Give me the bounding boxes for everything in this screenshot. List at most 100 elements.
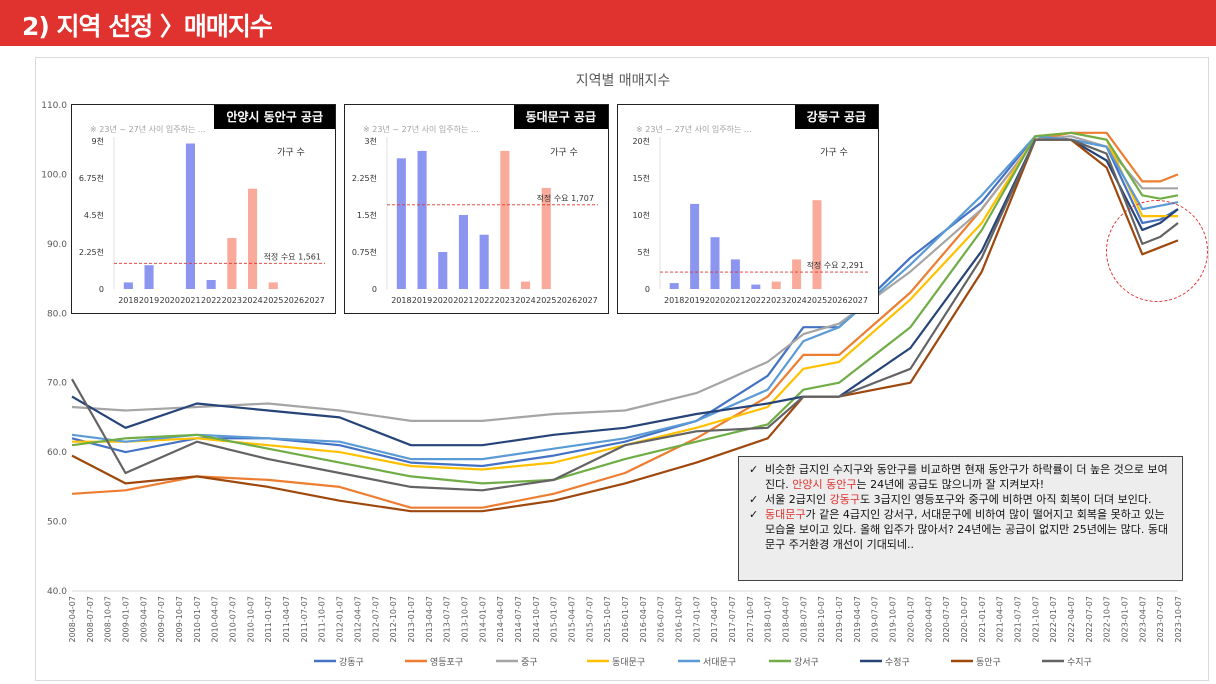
x-tick-label: 2023-07-07 — [1156, 596, 1165, 643]
bar-y-tick-label: 1.5천 — [357, 210, 377, 220]
bar-y-tick-label: 10천 — [632, 210, 650, 220]
series-line-서대문구 — [71, 135, 1179, 461]
y-tick-label: 70.0 — [47, 379, 67, 389]
x-tick-label: 2009-07-07 — [157, 596, 166, 643]
series-line-수정구 — [71, 138, 1179, 447]
x-tick-label: 2020-07-07 — [942, 596, 951, 643]
bar-x-tick-label: 2023 — [495, 296, 515, 305]
x-tick-label: 2021-04-07 — [996, 596, 1005, 643]
bar-x-tick-label: 2022 — [746, 296, 766, 305]
check-icon: ✓ — [749, 463, 759, 476]
bar-x-tick-label: 2025 — [263, 296, 283, 305]
x-tick-label: 2010-04-07 — [211, 596, 220, 643]
bar-2020 — [438, 252, 448, 289]
x-tick-label: 2008-04-07 — [68, 596, 77, 643]
series-line-중구 — [71, 135, 1178, 422]
bar-x-tick-label: 2018 — [664, 296, 684, 305]
bar-x-tick-label: 2027 — [848, 296, 868, 305]
x-tick-label: 2012-10-07 — [389, 596, 398, 643]
bar-x-tick-label: 2026 — [827, 296, 847, 305]
inset-note: ※ 23년 ~ 27년 사이 입주하는 ... — [90, 125, 206, 134]
ref-line-label: 적정 수요 2,291 — [807, 260, 864, 270]
comment-item: ✓ 동대문구가 같은 4급지인 강서구, 서대문구에 비하여 많이 떨어지고 회복… — [749, 507, 1172, 552]
x-tick-label: 2015-04-07 — [567, 596, 576, 643]
bar-y-tick-label: 4.5천 — [84, 210, 104, 220]
x-tick-label: 2016-10-07 — [675, 596, 684, 643]
bar-x-tick-label: 2027 — [577, 296, 597, 305]
x-tick-label: 2010-01-07 — [193, 596, 202, 643]
inset-gangdong-supply: 0 5천 10천 15천 20천 가구 수 2018 2019 2020 2021 2022 2023… — [617, 104, 879, 314]
bar-2024 — [521, 281, 531, 289]
bar-2018 — [123, 282, 133, 289]
x-tick-label: 2012-04-07 — [353, 596, 362, 643]
x-tick-label: 2010-07-07 — [229, 596, 238, 643]
bar-y-tick-label: 6.75천 — [79, 173, 104, 183]
bar-2023 — [500, 150, 510, 289]
bar-2019 — [690, 203, 700, 289]
y-tick-label: 80.0 — [47, 309, 67, 319]
bar-y-tick-label: 2.25천 — [79, 247, 104, 257]
x-tick-label: 2017-10-07 — [746, 596, 755, 643]
comment-text: 비슷한 급지인 수지구와 동안구를 비교하면 현재 동안구가 하락률이 더 높은… — [765, 463, 1168, 491]
series-line-수지구 — [71, 138, 1179, 492]
page-title: 2) 지역 선정 〉매매지수 — [22, 12, 273, 41]
bar-2018 — [396, 158, 406, 289]
bar-x-tick-label: 2027 — [304, 296, 324, 305]
x-tick-label: 2019-04-07 — [853, 596, 862, 643]
bar-x-tick-label: 2023 — [222, 296, 242, 305]
x-tick-label: 2014-07-07 — [514, 596, 523, 643]
x-tick-label: 2013-04-07 — [425, 596, 434, 643]
bar-x-tick-label: 2024 — [515, 296, 535, 305]
bar-2023 — [771, 281, 781, 289]
comment-text: 서울 2급지인 — [765, 493, 830, 506]
bar-2021 — [730, 259, 740, 289]
bar-2024 — [792, 259, 802, 289]
x-tick-label: 2020-04-07 — [924, 596, 933, 643]
x-tick-label: 2016-07-07 — [657, 596, 666, 643]
bar-x-tick-label: 2025 — [807, 296, 827, 305]
legend-label: 수정구 — [885, 657, 910, 668]
bar-2025 — [268, 282, 278, 289]
bar-2021 — [458, 215, 468, 289]
x-tick-label: 2014-01-07 — [478, 596, 487, 643]
legend-label: 동안구 — [976, 657, 1001, 668]
ref-line-label: 적정 수요 1,707 — [537, 193, 594, 203]
inset-title: 안양시 동안구 공급 — [214, 105, 335, 129]
x-tick-label: 2013-10-07 — [460, 596, 469, 643]
comment-box: ✓ 비슷한 급지인 수지구와 동안구를 비교하면 현재 동안구가 하락률이 더 높… — [738, 456, 1183, 581]
inset-note: ※ 23년 ~ 27년 사이 입주하는 ... — [636, 125, 752, 134]
x-tick-label: 2014-04-07 — [496, 596, 505, 643]
series-line-영등포구 — [71, 131, 1179, 509]
bar-y-tick-label: 0 — [99, 285, 104, 294]
x-tick-label: 2009-04-07 — [139, 596, 148, 643]
bar-2020 — [710, 237, 720, 289]
bar-x-tick-label: 2024 — [242, 296, 262, 305]
comment-item: ✓ 서울 2급지인 강동구도 3급지인 영등포구와 중구에 비하면 아직 회복이 … — [749, 492, 1172, 507]
bar-y-tick-label: 3천 — [365, 136, 377, 146]
x-tick-label: 2012-07-07 — [371, 596, 380, 643]
main-line-chart: 지역별 매매지수 40.0 50.0 60.0 70.0 80.0 90.0 100.0 110… — [41, 73, 1183, 668]
x-tick-label: 2011-10-07 — [318, 596, 327, 643]
bar-x-tick-label: 2021 — [453, 296, 473, 305]
x-tick-label: 2009-01-07 — [122, 596, 131, 643]
inset-title: 강동구 공급 — [794, 105, 878, 129]
x-tick-label: 2008-10-07 — [104, 596, 113, 643]
bar-y-tick-label: 20천 — [632, 136, 650, 146]
bar-2022 — [206, 280, 216, 289]
bar-y-tick-label: 2.25천 — [352, 173, 377, 183]
comment-text: 는 24년에 공급도 많으니까 잘 지켜보자! — [856, 478, 1045, 491]
bar-x-tick-label: 2024 — [786, 296, 806, 305]
bar-x-tick-label: 2026 — [284, 296, 304, 305]
x-tick-label: 2014-10-07 — [532, 596, 541, 643]
x-tick-label: 2021-10-07 — [1031, 596, 1040, 643]
x-tick-label: 2017-04-07 — [710, 596, 719, 643]
header-bar: 2) 지역 선정 〉매매지수 — [0, 0, 1216, 46]
bar-y-tick-label: 0.75천 — [352, 247, 377, 257]
bar-legend-label: 가구 수 — [277, 147, 305, 158]
series-line-동안구 — [71, 138, 1179, 513]
legend-label: 수지구 — [1067, 657, 1092, 668]
bar-x-tick-label: 2025 — [536, 296, 556, 305]
inset-dongan-supply: 0 2.25천 4.5천 6.75천 9천 가구 수 2018 2019 2020 2021 202… — [71, 104, 336, 314]
legend-label: 동대문구 — [612, 657, 645, 668]
